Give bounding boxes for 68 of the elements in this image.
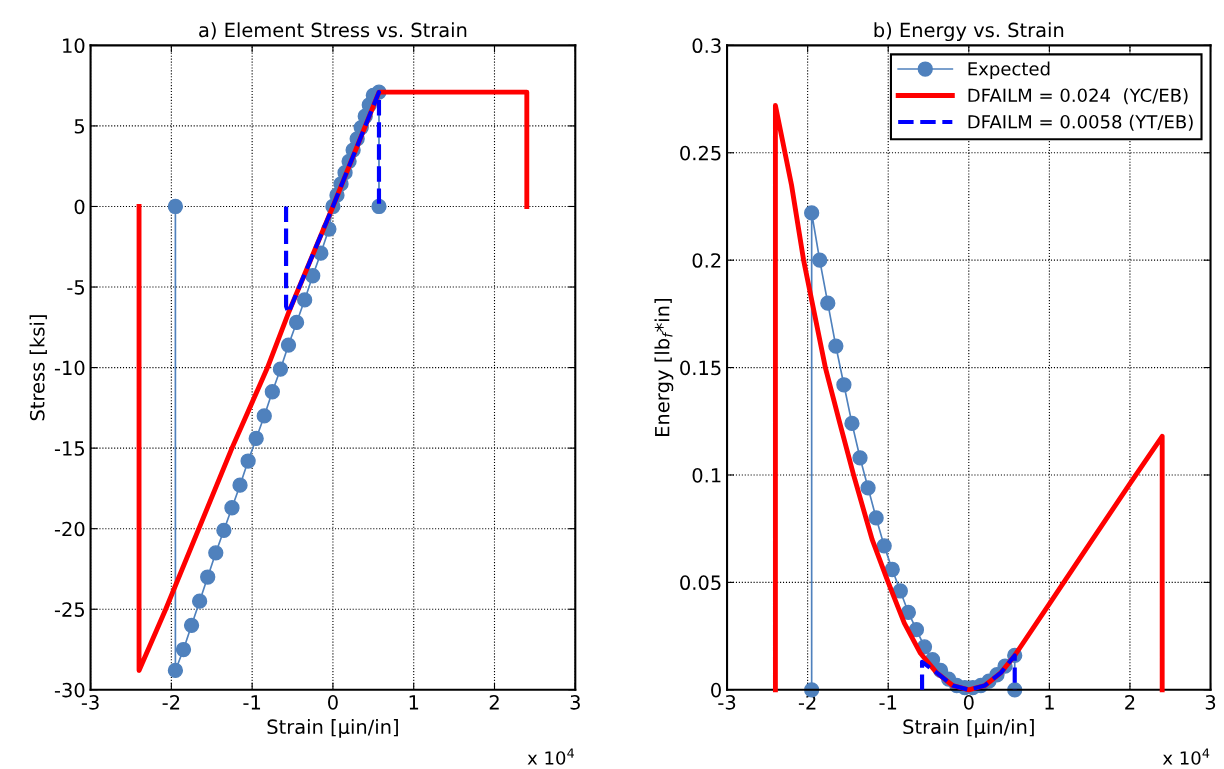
y-tick-label: 0.1: [692, 467, 721, 483]
y-tick-label: 0.15: [680, 360, 721, 376]
y-tick-label: 0.3: [692, 38, 721, 54]
point: [208, 545, 224, 561]
point: [305, 268, 321, 284]
point: [852, 450, 868, 466]
y-tick-label: 0.25: [680, 145, 721, 161]
point: [844, 415, 860, 432]
point: [248, 430, 264, 447]
x-axis-title: Strain [µin/in]: [903, 719, 1034, 738]
point: [860, 480, 876, 496]
point: [288, 314, 305, 331]
x-tick-label: 1: [1045, 695, 1054, 710]
point: [868, 510, 884, 526]
y-tick-label: 0.05: [680, 575, 721, 591]
point: [884, 561, 900, 578]
y-tick-label: -25: [54, 602, 85, 617]
legend-label: DFAILM = 0.024 (YC/EB): [968, 88, 1188, 105]
point: [256, 408, 272, 424]
point: [828, 338, 844, 354]
y-tick-label: -20: [54, 521, 85, 537]
x-tick-label: 1: [409, 695, 419, 710]
y-tick-label: -15: [54, 441, 85, 456]
point: [216, 522, 232, 538]
point: [175, 641, 192, 658]
text: x 10$^{4}$: [527, 748, 574, 765]
legend-label: Expected: [968, 61, 1050, 80]
chart-title: a) Element Stress vs. Strain: [199, 22, 467, 40]
point: [167, 662, 184, 679]
point: [183, 617, 200, 633]
y-tick-label: 0.2: [692, 253, 721, 268]
x-tick-label: 3: [570, 695, 580, 710]
x-tick-label: -2: [162, 695, 180, 710]
x-tick-label: 2: [489, 695, 499, 710]
x-tick-label: 3: [1205, 695, 1216, 710]
point: [280, 337, 297, 353]
point: [191, 593, 208, 609]
point: [812, 252, 828, 268]
point: [820, 295, 836, 311]
point: [876, 538, 892, 554]
point: [804, 205, 820, 221]
point: [240, 453, 256, 469]
point: [892, 583, 908, 599]
x-tick-label: 0: [963, 695, 974, 710]
point: [224, 500, 240, 516]
y-axis-title: Stress [ksi]: [29, 315, 47, 421]
x-tick-label: 2: [1125, 695, 1135, 710]
y-tick-label: 10: [63, 38, 85, 54]
point: [232, 477, 248, 493]
y-tick-label: 5: [74, 119, 85, 134]
chart-title: b) Energy vs. Strain: [874, 22, 1064, 42]
point: [836, 377, 852, 393]
y-tick-label: 0: [74, 199, 85, 215]
point: [272, 361, 289, 377]
x-axis-title: Strain [µin/in]: [267, 719, 398, 738]
y-tick-label: -5: [67, 280, 85, 295]
point: [264, 384, 280, 400]
x-tick-label: -1: [243, 695, 261, 710]
point: [167, 198, 184, 215]
point: [900, 604, 917, 621]
point: [297, 292, 313, 308]
x-tick-label: -1: [879, 695, 897, 710]
y-axis-title: Energy [lb$_{f}$*in]: [654, 299, 674, 436]
legend-label: DFAILM = 0.0058 (YT/EB): [968, 114, 1193, 131]
y-tick-label: -10: [54, 360, 85, 376]
text: x 10$^{4}$: [1162, 748, 1210, 765]
point: [200, 569, 216, 585]
x-tick-label: 0: [328, 695, 338, 710]
